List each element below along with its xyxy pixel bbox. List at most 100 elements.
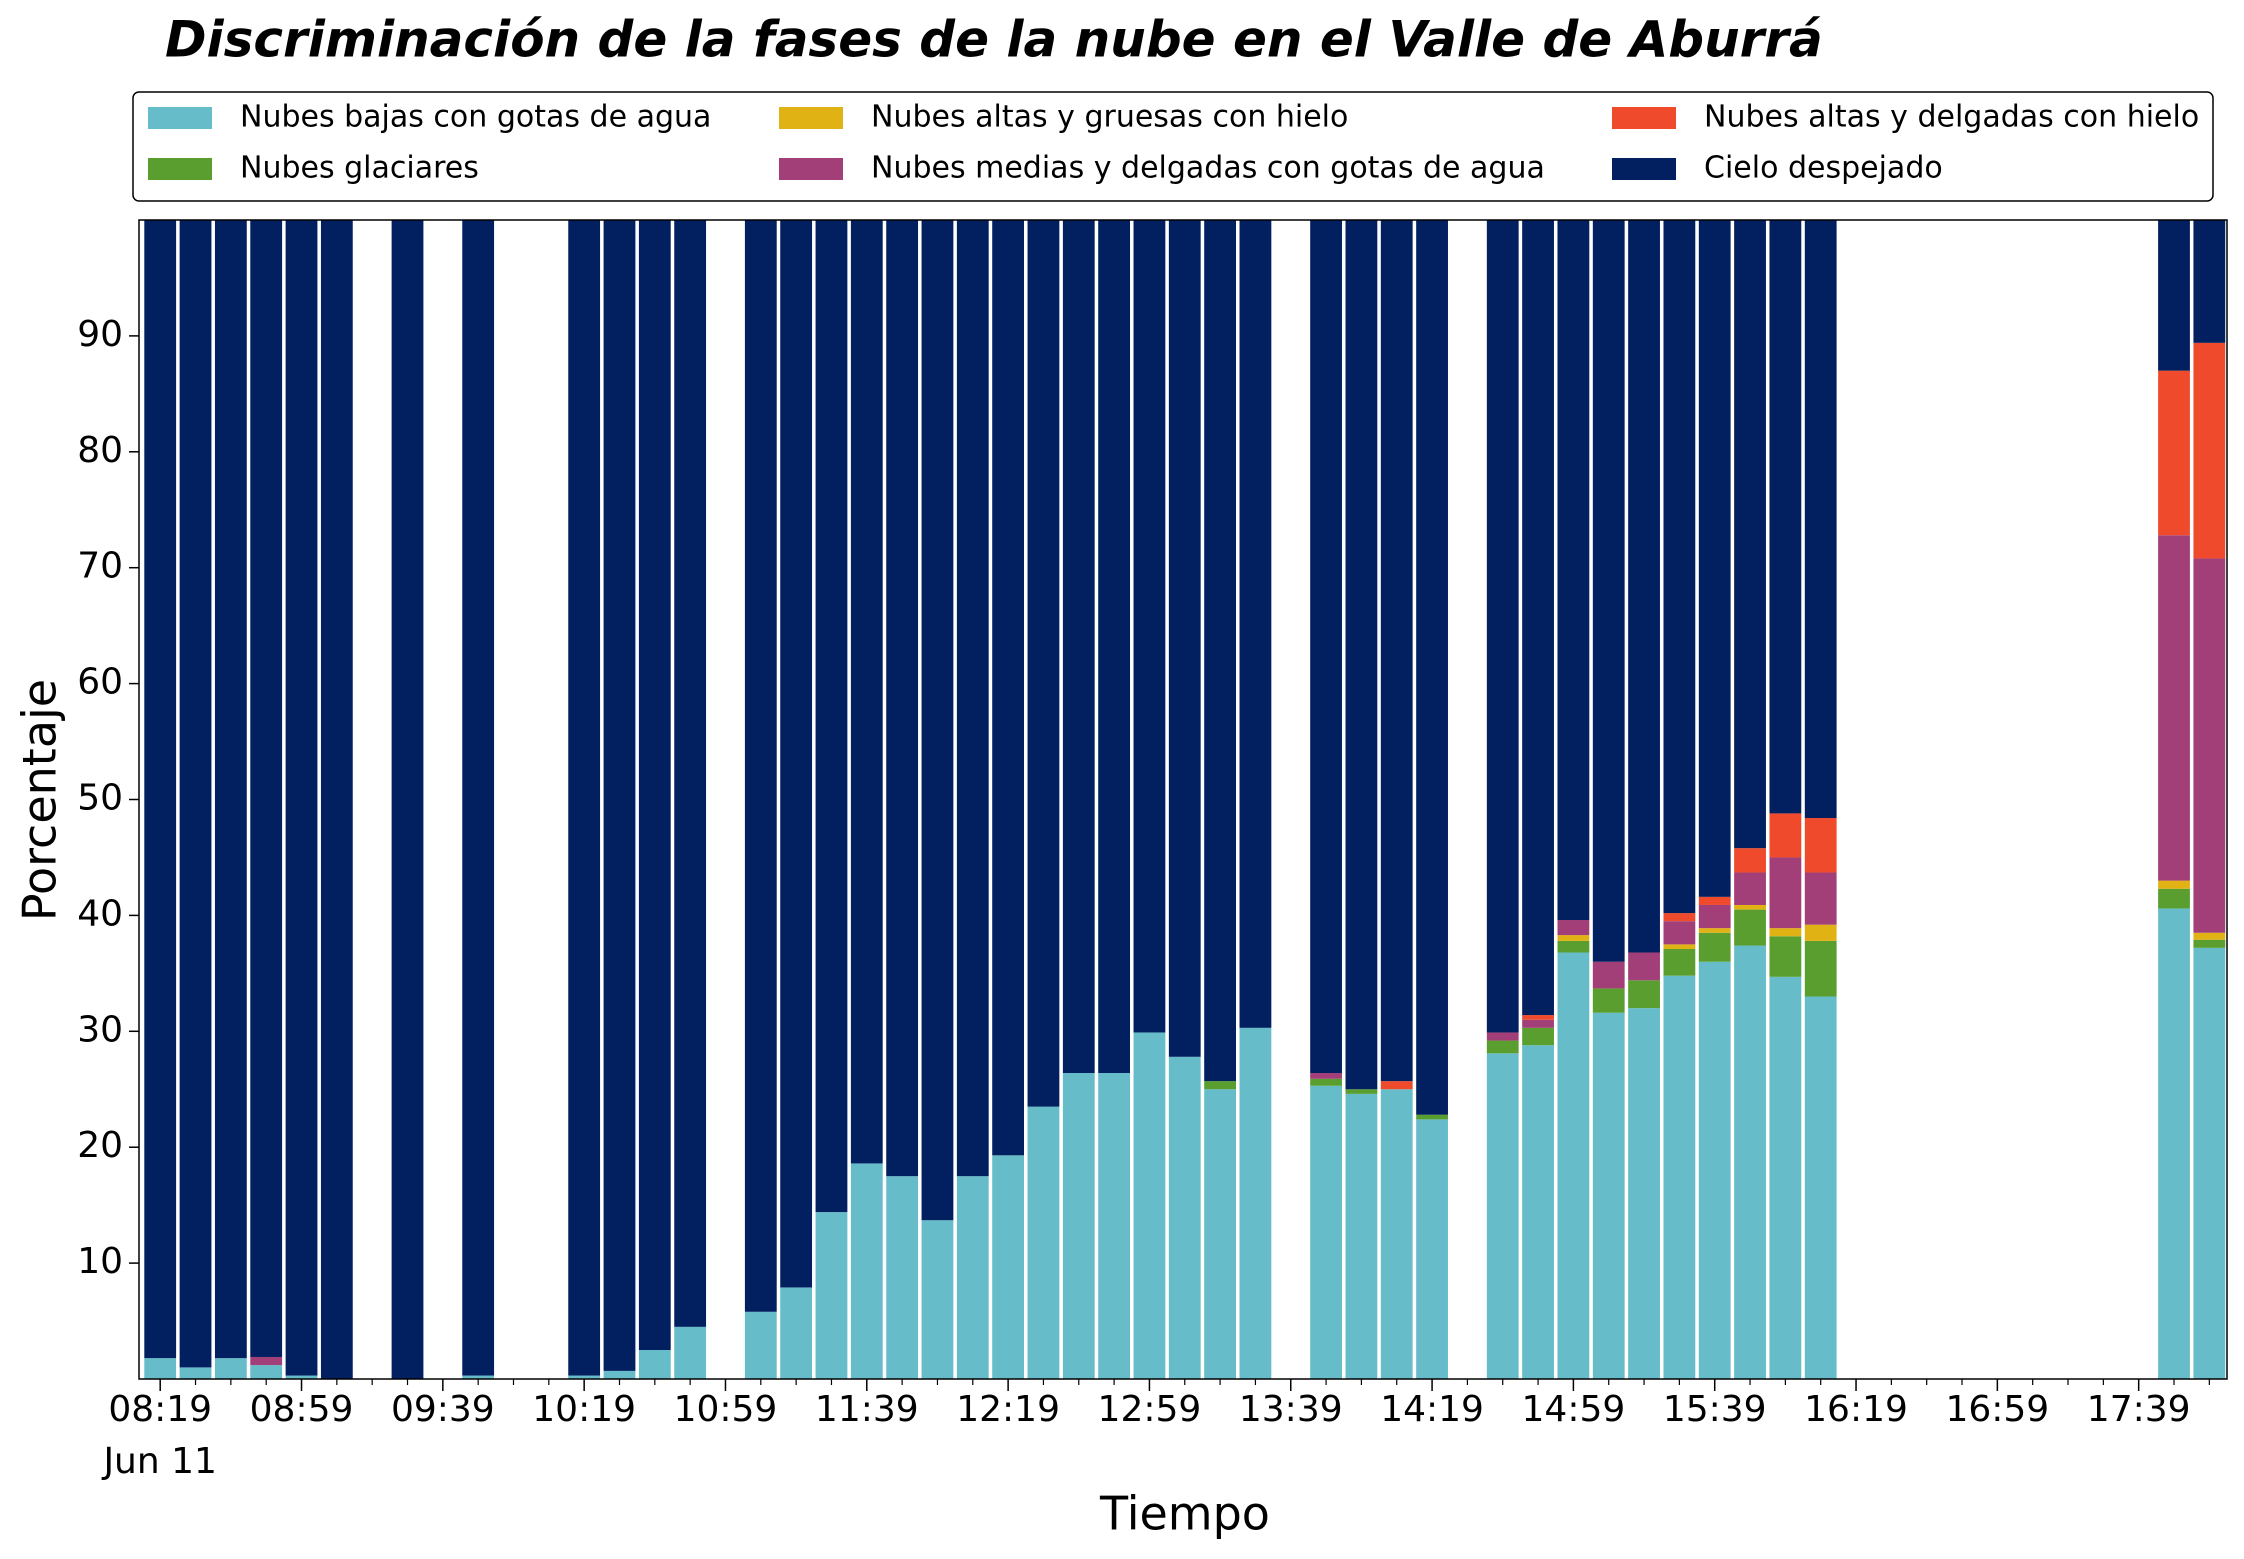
bar-segment (1204, 1081, 1236, 1090)
x-tick-label: 08:59 (250, 1389, 354, 1430)
x-tick-label: 14:19 (1380, 1389, 1484, 1430)
bar-segment (638, 1350, 671, 1379)
bar-segment (674, 1326, 707, 1379)
bar-segment (1062, 1073, 1095, 1379)
y-tick-label: 60 (77, 662, 123, 703)
bar-segment (1663, 913, 1696, 922)
bar-segment (1168, 1056, 1201, 1379)
bar-segment (1204, 220, 1236, 1082)
bar-segment (1628, 1008, 1660, 1379)
bar-segment (250, 1356, 283, 1366)
bar-segment (1734, 909, 1766, 946)
bar-segment (1804, 818, 1837, 873)
x-tick-label: 17:39 (2087, 1389, 2191, 1430)
bar-segment (1310, 1078, 1342, 1086)
legend-swatch (1612, 107, 1676, 129)
legend-swatch (779, 158, 843, 180)
y-tick-label: 40 (77, 893, 123, 934)
bar-segment (1769, 220, 1802, 814)
bar-segment (1239, 220, 1272, 1028)
bar-segment (1486, 1053, 1519, 1379)
bar-segment (250, 1365, 283, 1379)
bar-segment (568, 220, 601, 1376)
legend-label: Nubes bajas con gotas de agua (240, 100, 711, 135)
bar-segment (1734, 872, 1766, 905)
bar-segment (992, 220, 1025, 1156)
bar-segment (1098, 1073, 1131, 1379)
bar-segment (1168, 220, 1201, 1057)
bar-segment (1557, 940, 1590, 953)
bar-segment (638, 220, 671, 1351)
y-tick-label: 70 (77, 546, 123, 587)
bar-segment (2193, 342, 2226, 559)
y-tick-label: 90 (77, 314, 123, 355)
bar-segment (1769, 936, 1802, 977)
bar-segment (1663, 921, 1696, 945)
bar-segment (2193, 220, 2226, 343)
legend-box (132, 91, 2214, 202)
bar-segment (1804, 940, 1837, 997)
bar-segment (1310, 1073, 1342, 1079)
bar-segment (1204, 1089, 1236, 1379)
bar-segment (1734, 848, 1766, 873)
bar-segment (1557, 952, 1590, 1379)
bar-segment (1522, 1027, 1554, 1046)
bar-segment (2158, 370, 2190, 536)
bar-segment (1734, 904, 1766, 910)
bar-segment (1804, 872, 1837, 925)
x-tick-label: 12:59 (1098, 1389, 1202, 1430)
bar-segment (462, 220, 495, 1376)
bar-segment (1734, 220, 1766, 849)
bar-segment (1098, 220, 1131, 1074)
bar-segment (1769, 857, 1802, 929)
bar-segment (674, 220, 707, 1327)
bar-segment (179, 220, 212, 1368)
bar-segment (2193, 947, 2226, 1379)
legend-swatch (148, 158, 212, 180)
bar-segment (2158, 535, 2190, 881)
bar-segment (285, 1375, 318, 1379)
legend-swatch (148, 107, 212, 129)
bar-segment (1804, 220, 1837, 819)
x-tick-label: 09:39 (391, 1389, 495, 1430)
bar-segment (603, 220, 636, 1371)
x-tick-label: 16:19 (1804, 1389, 1908, 1430)
bar-segment (1133, 220, 1166, 1033)
x-tick-label: 12:19 (956, 1389, 1060, 1430)
bar-segment (1628, 980, 1660, 1009)
bar-segment (1522, 1015, 1554, 1020)
bar-segment (850, 220, 883, 1164)
bar-segment (462, 1375, 495, 1379)
legend-label: Nubes medias y delgadas con gotas de agu… (871, 151, 1545, 186)
bar-segment (2158, 888, 2190, 909)
bar-segment (1345, 1089, 1378, 1094)
bar-segment (1663, 944, 1696, 950)
bar-segment (1239, 1027, 1272, 1379)
bar-segment (2193, 558, 2226, 933)
bar-segment (1698, 932, 1731, 962)
bar-segment (1557, 935, 1590, 941)
bar-segment (568, 1375, 601, 1379)
bar-segment (2193, 939, 2226, 948)
x-tick-label: 10:59 (674, 1389, 778, 1430)
bar-segment (1345, 220, 1378, 1090)
x-tick-label: 11:39 (815, 1389, 919, 1430)
bar-segment (1380, 1081, 1413, 1090)
bar-segment (1486, 1040, 1519, 1054)
bar-segment (1416, 1114, 1448, 1120)
bar-segment (2158, 880, 2190, 889)
bar-segment (1592, 220, 1625, 962)
bar-segment (1133, 1032, 1166, 1379)
bar-segment (1698, 904, 1731, 929)
bar-segment (1557, 220, 1590, 921)
x-date-label: Jun 11 (101, 1441, 217, 1482)
bar-segment (1698, 961, 1731, 1379)
bar-segment (1027, 220, 1060, 1107)
bar-segment (320, 220, 353, 1379)
bar-segment (214, 1358, 247, 1379)
bar-segment (1592, 961, 1625, 989)
x-tick-label: 10:19 (532, 1389, 636, 1430)
bar-segment (780, 1287, 813, 1379)
bar-segment (214, 220, 247, 1359)
bar-segment (2158, 220, 2190, 371)
